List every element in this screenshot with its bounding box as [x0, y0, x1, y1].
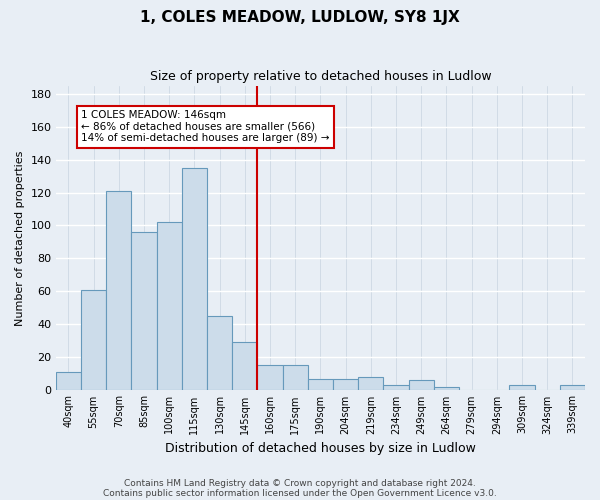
Bar — [283, 366, 308, 390]
Bar — [308, 378, 333, 390]
Text: 1 COLES MEADOW: 146sqm
← 86% of detached houses are smaller (566)
14% of semi-de: 1 COLES MEADOW: 146sqm ← 86% of detached… — [81, 110, 329, 144]
Bar — [409, 380, 434, 390]
Y-axis label: Number of detached properties: Number of detached properties — [15, 150, 25, 326]
Bar — [333, 378, 358, 390]
Bar — [131, 232, 157, 390]
Text: 1, COLES MEADOW, LUDLOW, SY8 1JX: 1, COLES MEADOW, LUDLOW, SY8 1JX — [140, 10, 460, 25]
Bar — [509, 385, 535, 390]
Bar — [560, 385, 585, 390]
Bar — [182, 168, 207, 390]
Bar — [81, 290, 106, 390]
Bar — [207, 316, 232, 390]
Bar — [56, 372, 81, 390]
Bar — [106, 191, 131, 390]
Title: Size of property relative to detached houses in Ludlow: Size of property relative to detached ho… — [149, 70, 491, 83]
Bar — [434, 387, 459, 390]
Text: Contains public sector information licensed under the Open Government Licence v3: Contains public sector information licen… — [103, 488, 497, 498]
X-axis label: Distribution of detached houses by size in Ludlow: Distribution of detached houses by size … — [165, 442, 476, 455]
Bar — [358, 377, 383, 390]
Bar — [232, 342, 257, 390]
Text: Contains HM Land Registry data © Crown copyright and database right 2024.: Contains HM Land Registry data © Crown c… — [124, 478, 476, 488]
Bar — [157, 222, 182, 390]
Bar — [383, 385, 409, 390]
Bar — [257, 366, 283, 390]
